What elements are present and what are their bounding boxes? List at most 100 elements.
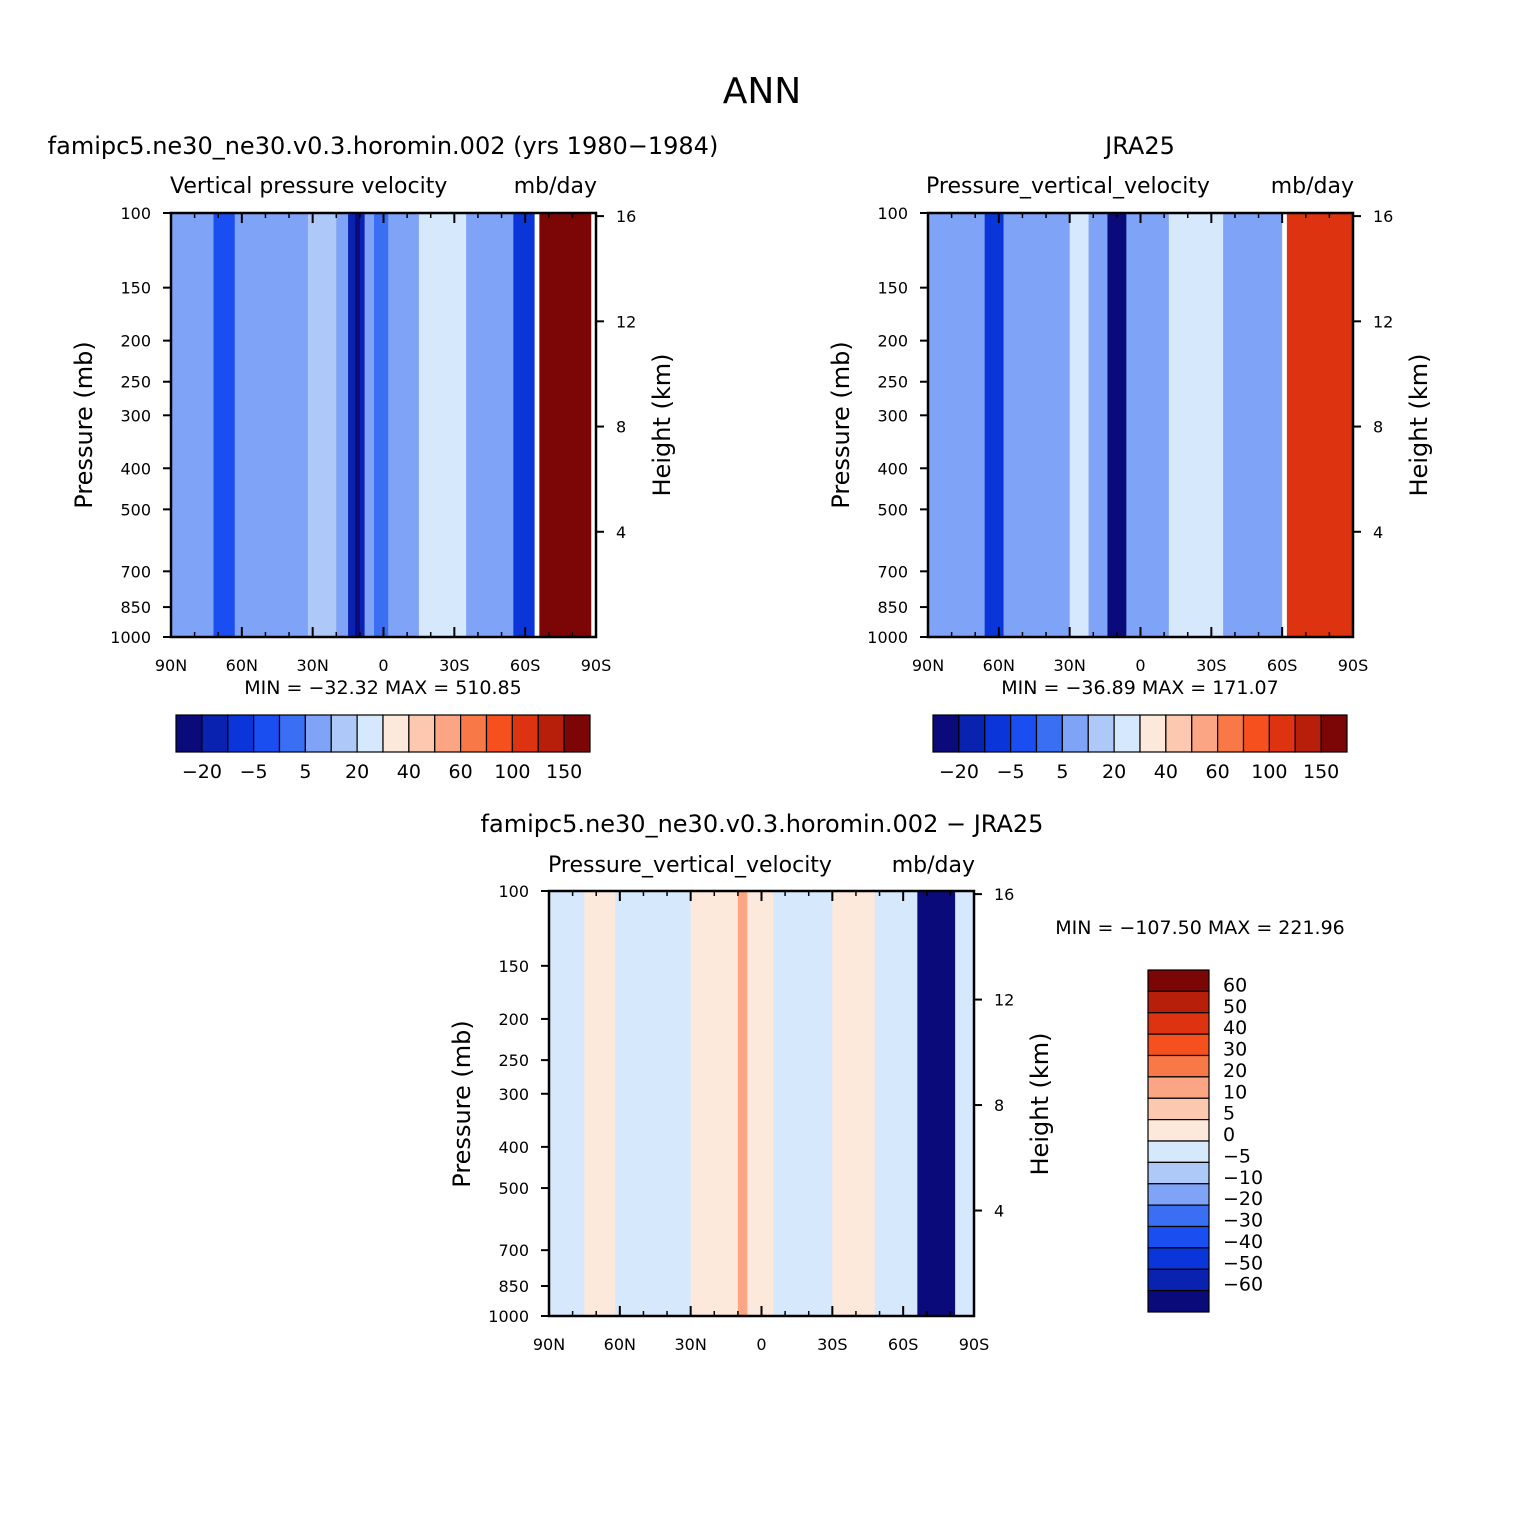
colorbar-box: [1147, 990, 1210, 1014]
panel-model-subtitle-right: mb/day: [514, 174, 597, 199]
colorbar-label: 5: [1223, 1103, 1235, 1125]
x-tick-label: 30N: [297, 656, 329, 675]
panel-diff-plot: 90N 60N 30N 0 30S 60S 90S 100 150 200 250 300 400 500…: [488, 882, 1014, 1354]
x-tick-label: 90S: [1338, 656, 1369, 675]
colorbar-box: [1147, 1268, 1210, 1292]
colorbar-box: [1147, 1247, 1210, 1270]
field-band-1: [213, 213, 235, 637]
field-band-0: [928, 213, 1283, 637]
x-tick-label: 90N: [533, 1335, 565, 1354]
x-tick-label: 0: [1135, 656, 1145, 675]
panel-jra25-colorbar: −20 −5 5 20 40 60 100 150: [932, 714, 1348, 783]
x-tick-label: 0: [756, 1335, 766, 1354]
colorbar-box: [1147, 1012, 1210, 1035]
colorbar-box: [1087, 714, 1115, 753]
colorbar-box: [1242, 714, 1270, 753]
field-band-4: [832, 891, 875, 1316]
colorbar-label: 5: [1056, 761, 1068, 783]
colorbar-label: 5: [299, 761, 311, 783]
field-band-5: [374, 213, 389, 637]
y-tick-label: 150: [877, 279, 908, 298]
colorbar-label: 20: [1223, 1060, 1247, 1082]
y2-tick-label: 16: [616, 207, 636, 226]
field-band-2: [307, 213, 337, 637]
colorbar-label: −5: [1223, 1145, 1251, 1167]
y-tick-label: 850: [120, 598, 151, 617]
y-tick-label: 250: [877, 373, 908, 392]
colorbar-box: [1147, 1076, 1210, 1099]
field-band-3: [1107, 213, 1127, 637]
panel-jra25-title: JRA25: [1103, 132, 1175, 160]
colorbar-label: 60: [1206, 761, 1230, 783]
field-band-7: [513, 213, 535, 637]
y2-tick-label: 4: [616, 523, 626, 542]
colorbar-label: −5: [240, 761, 268, 783]
colorbar-box: [227, 714, 255, 753]
x-tick-label: 30N: [1054, 656, 1086, 675]
colorbar-box: [408, 714, 436, 753]
y-tick-label: 400: [498, 1138, 529, 1157]
panel-difference: famipc5.ne30_ne30.v0.3.horomin.002 − JRA…: [448, 810, 1345, 1354]
colorbar-label: −20: [939, 761, 979, 783]
colorbar-label: 30: [1223, 1039, 1247, 1061]
y-tick-label: 700: [120, 562, 151, 581]
y-tick-label: 300: [120, 406, 151, 425]
colorbar-label: −40: [1223, 1231, 1263, 1253]
y2-tick-label: 8: [616, 418, 626, 437]
colorbar-box: [563, 714, 591, 753]
colorbar-box: [485, 714, 513, 753]
y-tick-label: 850: [877, 598, 908, 617]
colorbar-box: [1010, 714, 1038, 753]
colorbar-box: [1165, 714, 1193, 753]
colorbar-box: [1191, 714, 1219, 753]
field-band-2: [690, 891, 774, 1316]
y-tick-label: 200: [877, 332, 908, 351]
y-tick-label: 400: [877, 459, 908, 478]
colorbar-label: −10: [1223, 1167, 1263, 1189]
colorbar-box: [984, 714, 1012, 753]
panel-jra25-stats: MIN = −36.89 MAX = 171.07: [1001, 677, 1278, 699]
field-band-5: [917, 891, 956, 1316]
colorbar-box: [1147, 1290, 1210, 1313]
panel-model-plot: 90N 60N 30N 0 30S 60S 90S 100 150 200 250 300 400 500…: [110, 204, 636, 675]
y-tick-label: 700: [498, 1241, 529, 1260]
x-tick-label: 60S: [510, 656, 541, 675]
colorbar-box: [175, 714, 203, 753]
field-band-6: [418, 213, 467, 637]
panel-diff-subtitle-left: Pressure_vertical_velocity: [548, 853, 832, 878]
colorbar-box: [1320, 714, 1348, 753]
colorbar-label: 0: [1223, 1124, 1235, 1146]
colorbar-label: 20: [345, 761, 369, 783]
colorbar-label: −20: [182, 761, 222, 783]
field-band-8: [539, 213, 592, 637]
panel-jra25-y2label: Height (km): [1405, 354, 1433, 497]
colorbar-box: [1147, 1183, 1210, 1206]
y-tick-label: 300: [877, 406, 908, 425]
x-tick-label: 0: [378, 656, 388, 675]
colorbar-label: 60: [1223, 974, 1247, 996]
panel-jra25: JRA25 Pressure_vertical_velocity mb/day …: [827, 132, 1433, 783]
y2-tick-label: 12: [994, 991, 1014, 1010]
y-tick-label: 850: [498, 1277, 529, 1296]
colorbar-box: [1147, 1204, 1210, 1228]
x-tick-label: 90N: [912, 656, 944, 675]
x-tick-label: 30N: [675, 1335, 707, 1354]
y-tick-label: 200: [498, 1010, 529, 1029]
y-tick-label: 500: [120, 500, 151, 519]
colorbar-box: [201, 714, 229, 753]
field-band-2: [1069, 213, 1089, 637]
panel-model: famipc5.ne30_ne30.v0.3.horomin.002 (yrs …: [48, 132, 719, 783]
panel-diff-title: famipc5.ne30_ne30.v0.3.horomin.002 − JRA…: [481, 810, 1044, 838]
colorbar-box: [1147, 1140, 1210, 1163]
colorbar-box: [1268, 714, 1296, 753]
colorbar-box: [1147, 1119, 1210, 1142]
panel-jra25-subtitle-left: Pressure_vertical_velocity: [926, 174, 1210, 199]
panel-diff-subtitle-right: mb/day: [892, 853, 975, 878]
colorbar-label: 50: [1223, 996, 1247, 1018]
y-tick-label: 250: [120, 373, 151, 392]
y-tick-label: 400: [120, 459, 151, 478]
colorbar-box: [537, 714, 565, 753]
colorbar-box: [278, 714, 306, 753]
